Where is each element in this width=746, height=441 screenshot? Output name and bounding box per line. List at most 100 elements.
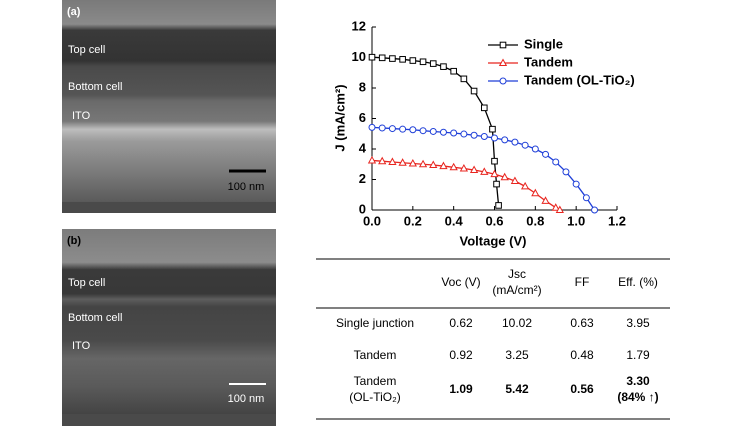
x-tick-label: 1.0 bbox=[567, 213, 585, 228]
marker bbox=[419, 127, 427, 135]
marker bbox=[480, 132, 488, 140]
table-cell: (84% ↑) bbox=[617, 390, 658, 404]
table-cell: 1.09 bbox=[449, 382, 473, 396]
marker bbox=[493, 180, 500, 188]
y-tick-label: 2 bbox=[359, 171, 366, 186]
marker bbox=[409, 126, 417, 134]
x-tick-label: 0.0 bbox=[363, 213, 381, 228]
table-cell: 1.79 bbox=[626, 348, 650, 362]
table-cell: Tandem bbox=[354, 374, 397, 388]
marker bbox=[460, 75, 468, 83]
table-cell: (mA/cm²) bbox=[492, 283, 541, 297]
marker bbox=[429, 60, 437, 67]
x-tick-label: 0.6 bbox=[485, 213, 503, 228]
results-table: Voc (V) Jsc (mA/cm²) FF Eff. (%) Single junct… bbox=[316, 258, 670, 420]
marker bbox=[499, 41, 507, 49]
table-cell: 3.30 bbox=[626, 374, 650, 388]
marker bbox=[591, 206, 599, 214]
marker bbox=[368, 123, 376, 131]
marker bbox=[555, 205, 564, 213]
marker bbox=[440, 63, 447, 70]
x-axis-label: Voltage (V) bbox=[460, 233, 527, 248]
marker bbox=[490, 169, 499, 178]
table-cell: 0.48 bbox=[570, 348, 594, 362]
scale-label: 100 nm bbox=[228, 181, 265, 193]
marker bbox=[520, 181, 530, 190]
marker bbox=[399, 56, 406, 63]
table-cell: 10.02 bbox=[502, 316, 532, 330]
marker bbox=[378, 124, 386, 132]
marker bbox=[498, 58, 508, 66]
marker bbox=[491, 134, 498, 142]
marker bbox=[429, 127, 437, 135]
scale-label: 100 nm bbox=[228, 393, 265, 405]
marker bbox=[388, 125, 396, 133]
marker bbox=[500, 172, 509, 181]
marker bbox=[418, 159, 428, 168]
marker bbox=[501, 136, 509, 144]
table-cell: 0.56 bbox=[570, 382, 594, 396]
table-cell: Tandem bbox=[354, 348, 397, 362]
legend-label: Tandem bbox=[524, 54, 573, 69]
layer-label: Top cell bbox=[68, 44, 105, 56]
layer-label: ITO bbox=[72, 340, 91, 352]
marker bbox=[439, 161, 448, 170]
marker bbox=[521, 141, 529, 149]
sem-image-b: (b) Top cell Bottom cell ITO 100 nm bbox=[62, 229, 276, 426]
sem-info-bar bbox=[62, 414, 276, 426]
marker bbox=[398, 158, 407, 166]
marker bbox=[460, 130, 468, 138]
table-cell: FF bbox=[575, 275, 590, 289]
table-cell: Voc (V) bbox=[441, 275, 480, 289]
legend-label: Single bbox=[524, 36, 563, 51]
marker bbox=[541, 196, 550, 204]
marker bbox=[469, 165, 479, 174]
x-tick-label: 0.2 bbox=[404, 213, 422, 228]
jv-chart: Voltage (V) J (mA/cm²) 0.0 0.2 0.4 0.6 0.8 1.… bbox=[332, 18, 634, 248]
marker bbox=[450, 129, 458, 137]
panel-label: (a) bbox=[67, 6, 81, 18]
marker bbox=[388, 157, 397, 165]
layer-label: Bottom cell bbox=[68, 312, 122, 324]
y-tick-label: 6 bbox=[359, 110, 366, 125]
marker bbox=[495, 202, 502, 209]
table-cell: 3.95 bbox=[626, 316, 650, 330]
y-tick-label: 10 bbox=[352, 49, 366, 64]
table-cell: Eff. (%) bbox=[618, 275, 658, 289]
marker bbox=[367, 155, 377, 164]
panel-label: (b) bbox=[67, 235, 81, 247]
marker bbox=[459, 163, 469, 172]
x-tick-label: 0.4 bbox=[445, 213, 464, 228]
x-tick-label: 0.8 bbox=[526, 213, 544, 228]
y-tick-label: 0 bbox=[359, 201, 366, 216]
marker bbox=[489, 125, 496, 133]
marker bbox=[562, 168, 570, 176]
marker bbox=[409, 57, 417, 64]
marker bbox=[470, 131, 478, 139]
marker bbox=[531, 145, 539, 153]
marker bbox=[552, 158, 560, 166]
marker bbox=[510, 176, 520, 185]
layer-label: ITO bbox=[72, 110, 91, 122]
marker bbox=[449, 162, 458, 171]
sem-info-bar bbox=[62, 202, 276, 213]
x-tick-label: 1.2 bbox=[608, 213, 626, 228]
y-axis-label: J (mA/cm²) bbox=[332, 84, 347, 151]
legend-label: Tandem (OL-TiO₂) bbox=[524, 72, 635, 87]
marker bbox=[408, 158, 417, 167]
marker bbox=[429, 160, 438, 169]
marker bbox=[511, 138, 519, 146]
marker bbox=[368, 53, 376, 61]
y-tick-label: 8 bbox=[359, 79, 366, 94]
marker bbox=[531, 188, 540, 197]
table-cell: (OL-TiO₂) bbox=[349, 390, 401, 404]
marker bbox=[419, 58, 427, 66]
sem-photo bbox=[62, 0, 276, 202]
marker bbox=[572, 180, 580, 188]
y-tick-label: 4 bbox=[359, 140, 367, 155]
marker bbox=[480, 104, 488, 112]
table-cell: 0.92 bbox=[449, 348, 473, 362]
layer-label: Bottom cell bbox=[68, 81, 122, 93]
layer-label: Top cell bbox=[68, 277, 105, 289]
